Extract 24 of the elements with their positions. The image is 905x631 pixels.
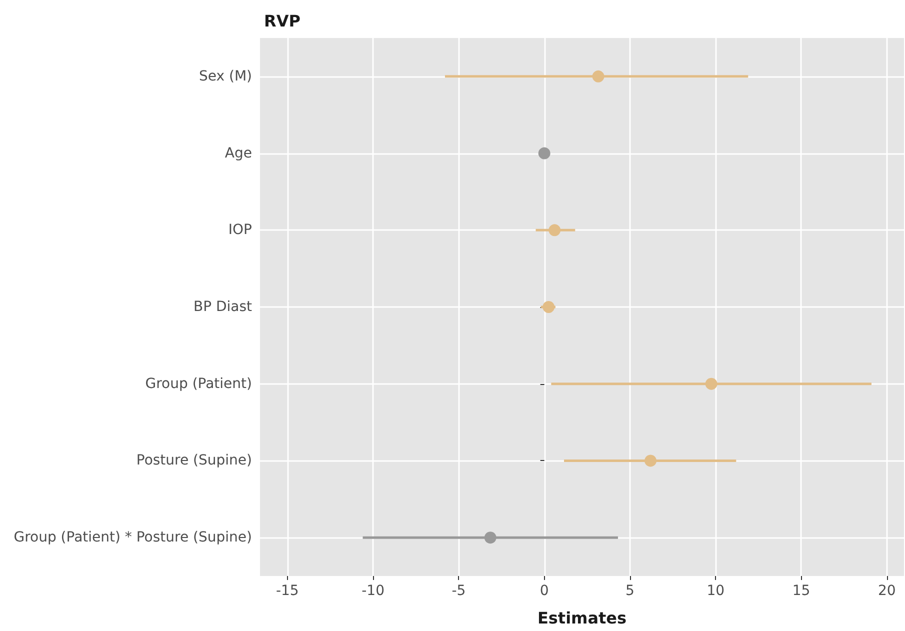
point (538, 147, 550, 160)
y-tick-label: Sex (M) (199, 68, 252, 84)
point (644, 454, 657, 467)
x-axis-title: Estimates (537, 608, 627, 628)
point (705, 378, 718, 390)
y-tick-label: BP Diast (193, 299, 253, 315)
point (542, 301, 555, 313)
point (484, 532, 496, 544)
y-tick-label: IOP (228, 222, 252, 238)
chart-title: RVP (264, 12, 301, 30)
x-tick-label: 10 (706, 583, 725, 599)
y-tick-label: Posture (Supine) (136, 452, 252, 469)
x-tick-label: 20 (878, 583, 896, 599)
x-tick-label: 15 (792, 583, 810, 599)
x-tick-label: 5 (625, 583, 634, 599)
x-tick-label: 0 (540, 583, 549, 599)
point (592, 70, 604, 82)
x-tick-label: -10 (362, 583, 384, 599)
x-tick-label: -15 (276, 583, 299, 599)
y-tick-label: Group (Patient) * Posture (Supine) (14, 530, 252, 546)
x-tick-label: -5 (452, 583, 466, 599)
point (548, 224, 561, 236)
y-tick-label: Group (Patient) (145, 376, 252, 392)
y-tick-label: Age (224, 145, 252, 162)
